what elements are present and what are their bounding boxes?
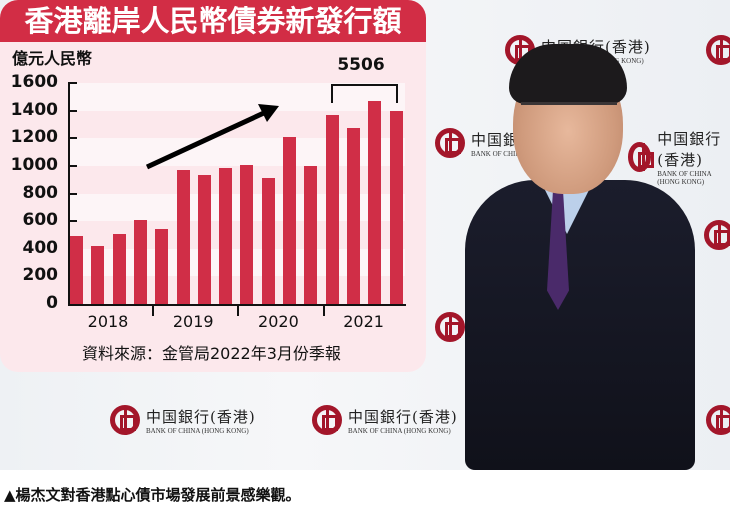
y-tick xyxy=(68,164,77,167)
x-year-label: 2020 xyxy=(258,312,299,331)
y-tick xyxy=(68,137,77,140)
x-year-label: 2021 xyxy=(343,312,384,331)
y-tick-label: 1200 xyxy=(10,127,58,148)
bank-logo-icon xyxy=(706,405,730,435)
bar xyxy=(91,245,105,304)
y-tick-label: 800 xyxy=(22,182,59,203)
glasses xyxy=(521,102,617,118)
bar xyxy=(219,167,233,304)
y-tick xyxy=(68,220,77,223)
bank-logo xyxy=(704,220,730,250)
y-tick-label: 1600 xyxy=(10,72,58,92)
bar xyxy=(70,236,83,304)
bank-logo: 中国銀行(香港)BANK OF CHINA (HONG KONG) xyxy=(312,405,458,435)
year-separator xyxy=(237,304,240,316)
y-tick xyxy=(68,109,77,112)
bar xyxy=(346,127,360,304)
y-axis xyxy=(68,83,70,305)
person-portrait xyxy=(455,40,695,470)
photo-caption: ▲楊杰文對香港點心債市場發展前景感樂觀。 xyxy=(4,486,301,504)
y-tick xyxy=(68,192,77,195)
y-tick-label: 600 xyxy=(22,210,59,231)
bank-logo-icon xyxy=(435,128,465,158)
x-year-label: 2019 xyxy=(172,312,214,331)
bar xyxy=(176,170,190,304)
suit xyxy=(465,180,695,470)
grid-band xyxy=(68,83,405,111)
bank-logo xyxy=(435,312,465,342)
hair xyxy=(509,44,627,104)
y-tick-label: 1000 xyxy=(10,154,58,175)
bar xyxy=(261,177,275,304)
bank-logo xyxy=(706,405,730,435)
x-year-label: 2018 xyxy=(87,312,129,331)
bar xyxy=(325,115,339,304)
chart-title: 香港離岸人民幣債券新發行額 xyxy=(0,0,426,42)
y-tick-label: 0 xyxy=(46,293,58,313)
y-tick-label: 1400 xyxy=(10,99,58,120)
y-tick-label: 200 xyxy=(22,265,59,286)
bar xyxy=(368,100,382,304)
bank-logo: 中国銀行(香港)BANK OF CHINA (HONG KONG) xyxy=(628,128,730,186)
year-separator xyxy=(322,304,325,316)
bar xyxy=(389,111,403,304)
trend-arrow-icon xyxy=(145,104,279,170)
total-bracket xyxy=(331,84,398,103)
bar xyxy=(283,136,296,304)
bank-logo-icon xyxy=(312,405,342,435)
total-label: 5506 xyxy=(337,55,385,75)
x-axis xyxy=(68,304,406,306)
source-note: 資料來源：金管局2022年3月份季報 xyxy=(82,344,341,363)
y-tick-label: 400 xyxy=(22,237,59,258)
bank-logo-icon xyxy=(110,405,140,435)
bank-logo-icon xyxy=(628,142,655,172)
bar xyxy=(155,229,169,304)
bank-logo: 中国銀行(香港)BANK OF CHINA (HONG KONG) xyxy=(110,405,256,435)
bar xyxy=(133,219,147,304)
tie xyxy=(547,180,569,310)
chart-panel: 香港離岸人民幣債券新發行額 億元人民幣 0 200 400 600 800 1000 120… xyxy=(0,0,426,372)
year-separator xyxy=(152,304,155,316)
bank-logo-icon xyxy=(704,220,730,250)
bar xyxy=(112,233,126,304)
y-tick xyxy=(68,82,77,84)
bar xyxy=(240,165,254,304)
bar xyxy=(304,165,318,304)
bank-logo xyxy=(706,35,730,65)
bank-logo-icon xyxy=(435,312,465,342)
bank-logo-icon xyxy=(706,35,730,65)
y-axis-unit: 億元人民幣 xyxy=(12,49,93,68)
bar xyxy=(197,174,211,304)
